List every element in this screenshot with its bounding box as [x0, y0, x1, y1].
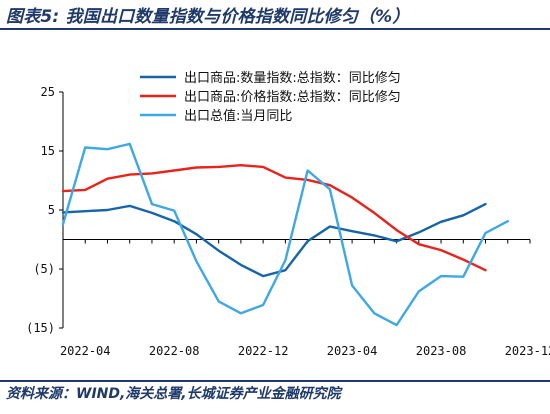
x-tick-label: 2023-04 — [327, 344, 378, 358]
x-tick-label: 2022-12 — [238, 344, 289, 358]
y-tick-label: (15) — [26, 321, 55, 335]
series-line-1 — [61, 202, 487, 278]
legend: 出口商品:数量指数:总指数：同比修匀出口商品:价格指数:总指数：同比修匀出口总值… — [140, 71, 401, 124]
source-note: 资料来源：WIND,海关总署,长城证券产业金融研究院 — [6, 386, 341, 402]
series-line-2 — [61, 163, 487, 272]
x-tick-label: 2023-12 — [505, 344, 550, 358]
legend-label-1: 出口商品:数量指数:总指数：同比修匀 — [184, 71, 401, 86]
x-tick-label: 2023-08 — [416, 344, 467, 358]
y-tick-label: 15 — [41, 144, 55, 158]
y-tick-label: 25 — [41, 85, 55, 99]
legend-label-3: 出口总值:当月同比 — [184, 108, 292, 124]
x-tick-label: 2022-04 — [60, 344, 111, 358]
source-rule — [0, 380, 550, 382]
series-line-3 — [61, 142, 509, 327]
y-tick-label: 5 — [48, 203, 55, 217]
figure-title: 图表5: 我国出口数量指数与价格指数同比修匀（%） — [6, 7, 410, 27]
title-rule — [0, 28, 550, 30]
legend-label-2: 出口商品:价格指数:总指数：同比修匀 — [184, 89, 401, 105]
line-chart: 25 15 5 (5) (15) 2022-04 2022-08 2022-12 2023-04… — [26, 71, 550, 358]
series-layer — [61, 142, 509, 327]
x-tick-label: 2022-08 — [149, 344, 200, 358]
axes: 25 15 5 (5) (15) 2022-04 2022-08 2022-12 2023-04… — [26, 85, 550, 358]
y-tick-label: (5) — [33, 262, 55, 276]
